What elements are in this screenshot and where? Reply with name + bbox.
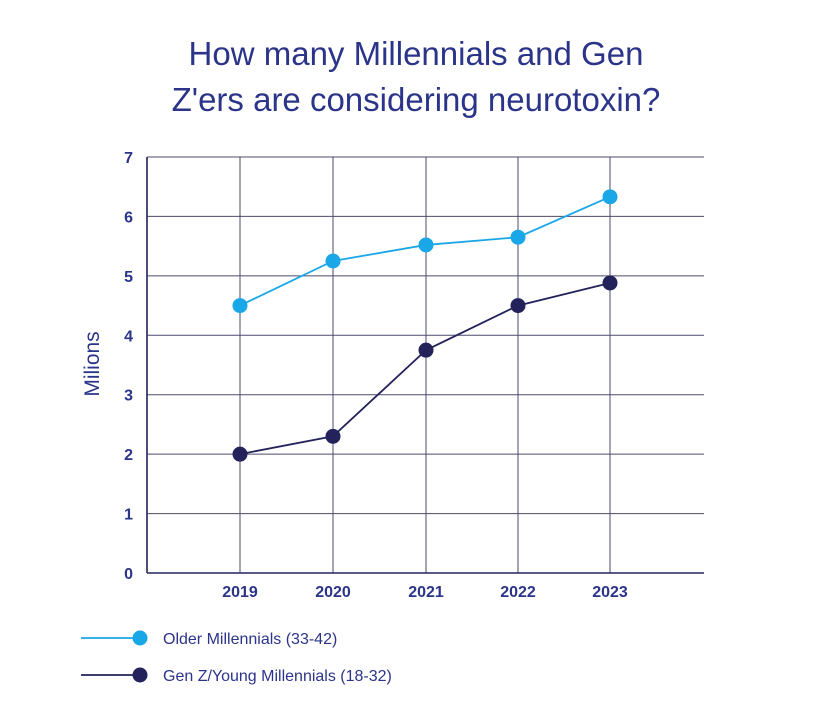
data-point — [418, 237, 434, 253]
data-point — [325, 428, 341, 444]
legend-label: Older Millennials (33-42) — [163, 631, 337, 648]
y-tick-label: 3 — [124, 388, 133, 405]
grid — [147, 156, 704, 573]
x-tick-label: 2020 — [315, 584, 351, 601]
series-1 — [232, 189, 618, 314]
chart-title-line-1: How many Millennials and Gen — [189, 35, 644, 72]
data-point — [510, 298, 526, 314]
data-point — [232, 446, 248, 462]
data-point — [325, 253, 341, 269]
y-tick-label: 6 — [124, 209, 133, 226]
chart-title-line-2: Z'ers are considering neurotoxin? — [172, 81, 661, 118]
series-layer — [232, 189, 618, 462]
y-tick-label: 4 — [124, 328, 133, 345]
y-tick-label: 5 — [124, 269, 133, 286]
x-tick-label: 2022 — [500, 584, 536, 601]
data-point — [418, 342, 434, 358]
series-2 — [232, 275, 618, 462]
x-tick-label: 2021 — [408, 584, 444, 601]
y-tick-label: 0 — [124, 566, 133, 583]
series-line — [239, 282, 611, 456]
chart-title: How many Millennials and Gen Z'ers are c… — [172, 35, 661, 118]
legend-item-1: Older Millennials (33-42) — [81, 630, 337, 648]
y-tick-label: 1 — [124, 507, 133, 524]
data-point — [602, 189, 618, 205]
data-point — [510, 229, 526, 245]
y-tick-label: 7 — [124, 150, 133, 167]
legend-marker — [132, 630, 148, 646]
legend: Older Millennials (33-42) Gen Z/Young Mil… — [81, 630, 392, 685]
y-tick-label: 2 — [124, 447, 133, 464]
legend-label: Gen Z/Young Millennials (18-32) — [163, 668, 392, 685]
axes: 0 1 2 3 4 5 6 7 2019 2020 2021 2022 2023 — [124, 150, 704, 601]
x-tick-label: 2023 — [592, 584, 628, 601]
data-point — [232, 298, 248, 314]
y-axis-label: Milions — [81, 331, 104, 396]
legend-marker — [132, 667, 148, 683]
legend-item-2: Gen Z/Young Millennials (18-32) — [81, 667, 392, 685]
data-point — [602, 275, 618, 291]
x-tick-label: 2019 — [222, 584, 258, 601]
